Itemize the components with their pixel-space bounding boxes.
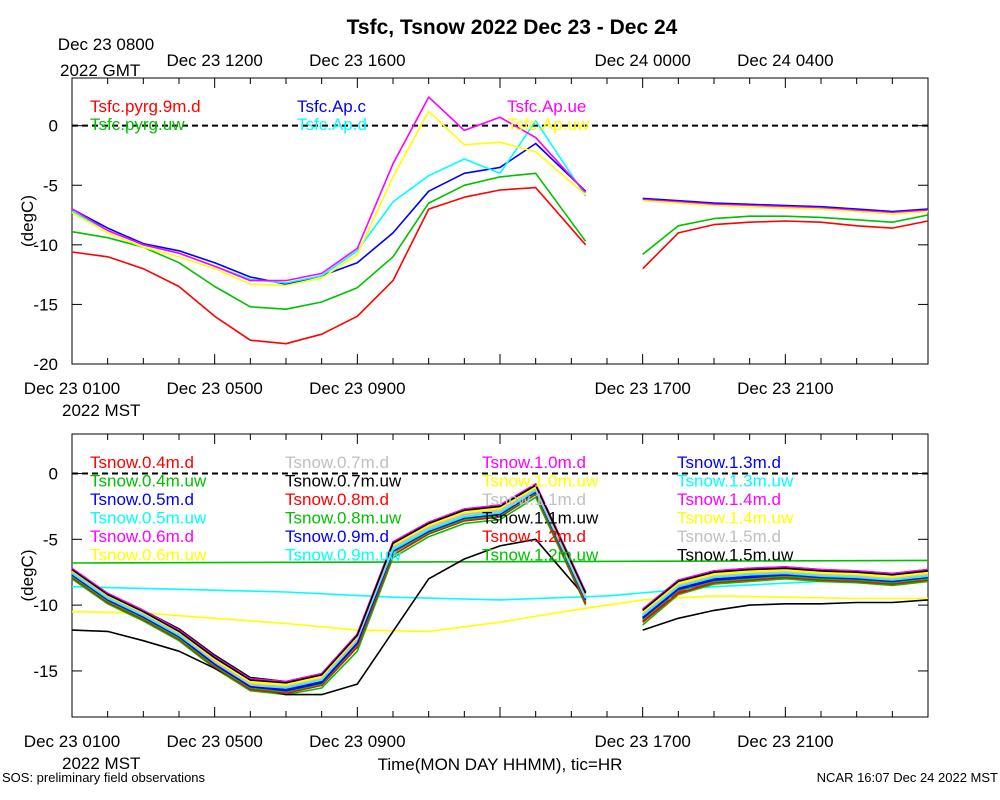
x-axis-label: Time(MON DAY HHMM), tic=HR (378, 755, 623, 774)
series-line-tsnow-1-4m-uw (71, 485, 929, 685)
series-line-tsnow-1-3m-uw (71, 489, 929, 689)
legend-tsfc-ap-d: Tsfc.Ap.d (297, 115, 367, 134)
series-line-tsfc-ap-ue (71, 96, 929, 282)
legend-tsnow-0-7m-uw: Tsnow.0.7m.uw (285, 472, 402, 491)
y-tick-label: -10 (33, 596, 58, 615)
legend-tsnow-1-1m-uw: Tsnow.1.1m.uw (482, 509, 599, 528)
legend-tsnow-0-4m-uw: Tsnow.0.4m.uw (90, 472, 207, 491)
series-line-tsfc-pyrg-uw (71, 172, 929, 310)
chart-title: Tsfc, Tsnow 2022 Dec 23 - Dec 24 (347, 16, 678, 39)
series-line-tsnow-1-5m-d (71, 488, 929, 688)
y-tick-label: 0 (49, 464, 58, 483)
series-line-tsnow-1-5m-uw (71, 484, 929, 684)
series-line-tsfc-pyrg-9m-d (71, 186, 929, 345)
x-tick-label: Dec 23 0100 (24, 379, 120, 398)
legend-tsnow-1-4m-uw: Tsnow.1.4m.uw (677, 509, 794, 528)
top-tick-label: Dec 23 0800 (58, 35, 154, 54)
top-tick-label: Dec 24 0000 (594, 51, 690, 70)
series-line-tsfc-ap-uw (71, 110, 929, 287)
top-tick-label: Dec 23 1200 (166, 51, 262, 70)
legend-tsnow-0-9m-d: Tsnow.0.9m.d (285, 527, 389, 546)
x-tick-label: Dec 23 1700 (594, 732, 690, 751)
y-tick-label: -15 (33, 295, 58, 314)
legend-tsfc-pyrg-uw: Tsfc.pyrg.uw (90, 115, 185, 134)
legend-tsnow-1-3m-d: Tsnow.1.3m.d (677, 453, 781, 472)
series-line-tsnow-0-4m-uw (71, 559, 929, 564)
y-tick-label: -5 (43, 530, 58, 549)
series-line-tsnow-0-8m-uw (71, 496, 929, 696)
legend-tsnow-1-3m-uw: Tsnow.1.3m.uw (677, 472, 794, 491)
footer-left: SOS: preliminary field observations (2, 770, 206, 785)
top-axis-sublabel: 2022 GMT (60, 61, 140, 80)
series-line-tsnow-0-5m-uw (71, 578, 929, 601)
series-line-tsnow-1-2m-uw (71, 492, 929, 693)
legend-tsnow-1-2m-d: Tsnow.1.2m.d (482, 527, 586, 546)
x-tick-label: Dec 23 0500 (166, 379, 262, 398)
legend-tsnow-0-8m-d: Tsnow.0.8m.d (285, 490, 389, 509)
x-tick-label: Dec 23 2100 (737, 379, 833, 398)
legend-tsnow-1-5m-uw: Tsnow.1.5m.uw (677, 546, 794, 565)
y-tick-label: -15 (33, 662, 58, 681)
y-axis-label: (degC) (18, 195, 37, 247)
series-line-tsnow-0-6m-uw (71, 595, 928, 633)
series-line-tsnow-1-1m-uw (71, 538, 929, 696)
legend-tsfc-ap-c: Tsfc.Ap.c (297, 97, 366, 116)
top-tick-label: Dec 23 1600 (309, 51, 405, 70)
top-tick-label: Dec 24 0400 (737, 51, 833, 70)
x-tick-label: Dec 23 0900 (309, 379, 405, 398)
legend-tsnow-0-5m-d: Tsnow.0.5m.d (90, 490, 194, 509)
legend-tsnow-1-0m-d: Tsnow.1.0m.d (482, 453, 586, 472)
legend-tsnow-1-1m-d: Tsnow.1.1m.d (482, 490, 586, 509)
x-tick-label: Dec 23 1700 (594, 379, 690, 398)
x-tick-label: Dec 23 0500 (166, 732, 262, 751)
series-line-tsnow-1-4m-d (71, 483, 929, 683)
legend-tsnow-0-9m-uw: Tsnow.0.9m.uw (285, 546, 402, 565)
series-line-tsnow-1-3m-d (71, 491, 929, 692)
legend-tsfc-pyrg-9m-d: Tsfc.pyrg.9m.d (90, 97, 201, 116)
legend-tsfc-ap-uw: Tsfc.Ap.uw (507, 115, 590, 134)
x-tick-label: Dec 23 0100 (24, 732, 120, 751)
legend-tsnow-0-6m-uw: Tsnow.0.6m.uw (90, 546, 207, 565)
legend-tsnow-0-6m-d: Tsnow.0.6m.d (90, 527, 194, 546)
legend-tsnow-1-0m-uw: Tsnow.1.0m.uw (482, 472, 599, 491)
legend-tsnow-0-5m-uw: Tsnow.0.5m.uw (90, 509, 207, 528)
footer-right: NCAR 16:07 Dec 24 2022 MST (817, 770, 998, 785)
y-tick-label: 0 (49, 117, 58, 136)
y-tick-label: -5 (43, 176, 58, 195)
legend-tsnow-0-8m-uw: Tsnow.0.8m.uw (285, 509, 402, 528)
legend-tsnow-0-7m-d: Tsnow.0.7m.d (285, 453, 389, 472)
y-tick-label: -10 (33, 236, 58, 255)
legend-tsfc-ap-ue: Tsfc.Ap.ue (507, 97, 586, 116)
panel-tsfc: 0 -5 -10 -15 -20 (degC) Dec 23 0100 Dec 23 0500… (18, 35, 929, 420)
y-tick-label: -20 (33, 355, 58, 374)
x-tick-label: Dec 23 0900 (309, 732, 405, 751)
x-axis-sublabel: 2022 MST (62, 401, 140, 420)
series-line-tsnow-1-2m-d (71, 493, 929, 695)
panel-tsnow: 0 -5 -10 -15 (degC) Dec 23 0100 Dec 23 0500 Dec… (18, 433, 929, 773)
legend-tsnow-0-4m-d: Tsnow.0.4m.d (90, 453, 194, 472)
x-axis-sublabel: 2022 MST (62, 754, 140, 773)
legend-tsnow-1-4m-d: Tsnow.1.4m.d (677, 490, 781, 509)
legend-tsnow-1-5m-d: Tsnow.1.5m.d (677, 527, 781, 546)
y-axis-label: (degC) (18, 550, 37, 602)
legend-tsnow-1-2m-uw: Tsnow.1.2m.uw (482, 546, 599, 565)
x-tick-label: Dec 23 2100 (737, 732, 833, 751)
